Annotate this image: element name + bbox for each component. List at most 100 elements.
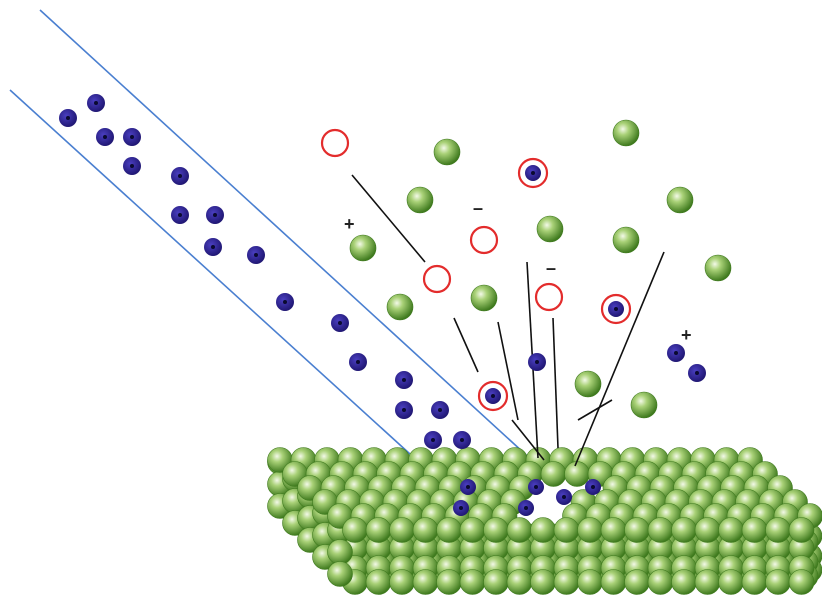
target-atom (624, 517, 650, 543)
backscattered-ion (477, 380, 509, 412)
incoming-projectile (395, 371, 413, 389)
target-atom (483, 569, 509, 595)
sputtered-atom (536, 215, 564, 243)
target-atom (365, 517, 392, 543)
ejected-ion (320, 128, 350, 158)
scattered-projectile (688, 364, 706, 382)
sputtered-atom (630, 391, 658, 419)
incoming-projectile (59, 109, 77, 127)
trajectory-line (351, 174, 426, 263)
implanted-projectile (453, 500, 469, 516)
incoming-projectile (395, 401, 413, 419)
target-atom (765, 569, 791, 595)
sputtered-atom (349, 234, 377, 262)
incoming-projectile (123, 128, 141, 146)
target-atom (718, 569, 744, 595)
trajectory-line (453, 317, 479, 373)
target-atom (327, 539, 353, 565)
target-atom (694, 569, 721, 595)
sputtered-atom (704, 254, 732, 282)
incoming-projectile (424, 431, 442, 449)
target-atom (365, 569, 392, 595)
target-atom (671, 517, 697, 543)
target-atom (436, 517, 462, 543)
target-atom (342, 517, 368, 543)
target-atom (436, 569, 462, 595)
positive-sign: + (344, 214, 355, 234)
incoming-projectile (453, 431, 471, 449)
implanted-projectile (528, 479, 544, 495)
sputtered-atom (612, 119, 640, 147)
target-atom (530, 517, 556, 543)
incoming-projectile (431, 401, 449, 419)
target-atom (718, 517, 744, 543)
sputtered-atom (574, 370, 602, 398)
target-atom (765, 517, 791, 543)
target-atom (788, 569, 815, 595)
incoming-projectile (331, 314, 349, 332)
target-atom (624, 569, 650, 595)
target-atom (671, 569, 697, 595)
target-atom (459, 569, 486, 595)
target-atom (459, 517, 486, 543)
charge-signs: + – – + (344, 198, 692, 345)
incoming-projectile (204, 238, 222, 256)
incoming-projectile (349, 353, 367, 371)
target-atom (483, 517, 509, 543)
target-atom (412, 517, 439, 543)
target-atom (600, 569, 627, 595)
target-atom (600, 517, 627, 543)
scattered-projectile (667, 344, 685, 362)
target-atom (741, 569, 768, 595)
incoming-projectile (87, 94, 105, 112)
target-atom (327, 561, 353, 587)
target-atom (577, 517, 603, 543)
target-atom (741, 517, 768, 543)
target-atom (647, 569, 674, 595)
scattered-projectile (528, 353, 546, 371)
ejected-ion (422, 264, 452, 294)
target-atom (506, 569, 533, 595)
implanted-projectile (518, 500, 534, 516)
implanted-projectile (460, 479, 476, 495)
trajectory-line (552, 317, 559, 449)
implanted-projectile (556, 489, 572, 505)
target-atom (694, 517, 721, 543)
backscattered-projectile (485, 388, 501, 404)
incoming-projectile (247, 246, 265, 264)
target-atom (647, 517, 674, 543)
incoming-projectile (171, 167, 189, 185)
target-atom (553, 517, 580, 543)
sputtered-atom (406, 186, 434, 214)
sputtered-atom (470, 284, 498, 312)
target-atom (389, 569, 415, 595)
target-lattice (267, 447, 822, 595)
target-atom (553, 569, 580, 595)
target-atom (788, 517, 815, 543)
sputtered-atom (386, 293, 414, 321)
ejected-ion (534, 282, 564, 312)
incoming-projectile (96, 128, 114, 146)
target-atom (564, 461, 590, 487)
target-atom (506, 517, 533, 543)
backscattered-ion (517, 157, 549, 189)
negative-sign: – (546, 258, 556, 278)
trajectory-line (497, 321, 519, 421)
beam-edge-upper (39, 9, 549, 476)
sputtered-atom (612, 226, 640, 254)
target-atom (577, 569, 603, 595)
incoming-projectile (123, 157, 141, 175)
sputtered-atom (433, 138, 461, 166)
backscattered-projectile (525, 165, 541, 181)
negative-sign: – (473, 198, 483, 218)
backscattered-projectile (608, 301, 624, 317)
trajectory-line (511, 419, 545, 461)
incoming-projectile (206, 206, 224, 224)
target-atom (540, 461, 567, 487)
sputtered-atom (666, 186, 694, 214)
target-atom (530, 569, 556, 595)
target-atom (412, 569, 439, 595)
incoming-projectile (171, 206, 189, 224)
ejection-trajectories (351, 174, 665, 467)
